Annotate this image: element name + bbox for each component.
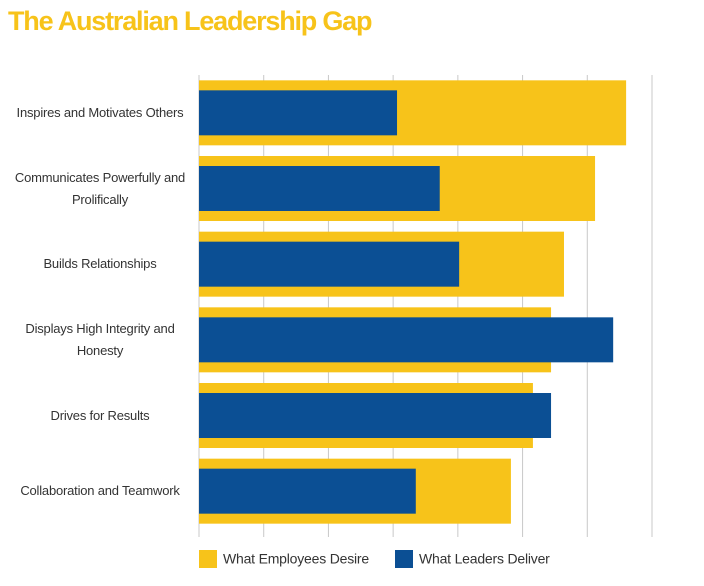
bar: [199, 90, 398, 136]
y-tick-label: Displays High Integrity and Honesty: [25, 320, 175, 358]
bar: [199, 468, 416, 514]
bar: [199, 317, 614, 363]
y-tick-label: Inspires and Motivates Others: [16, 104, 184, 120]
bar: [199, 241, 460, 287]
bar: [199, 393, 552, 438]
legend-label: What Employees Desire: [223, 551, 369, 567]
y-tick-label: Collaboration and Teamwork: [20, 483, 180, 499]
legend-swatch: [395, 550, 413, 568]
legend-swatch: [199, 550, 217, 568]
legend-label: What Leaders Deliver: [419, 551, 550, 567]
y-tick-label: Drives for Results: [50, 407, 150, 423]
chart-title: The Australian Leadership Gap: [8, 6, 372, 36]
y-tick-label: Builds Relationships: [43, 256, 157, 272]
bar: [199, 166, 440, 211]
y-tick-label: Communicates Powerfully and Prolifically: [14, 169, 186, 207]
